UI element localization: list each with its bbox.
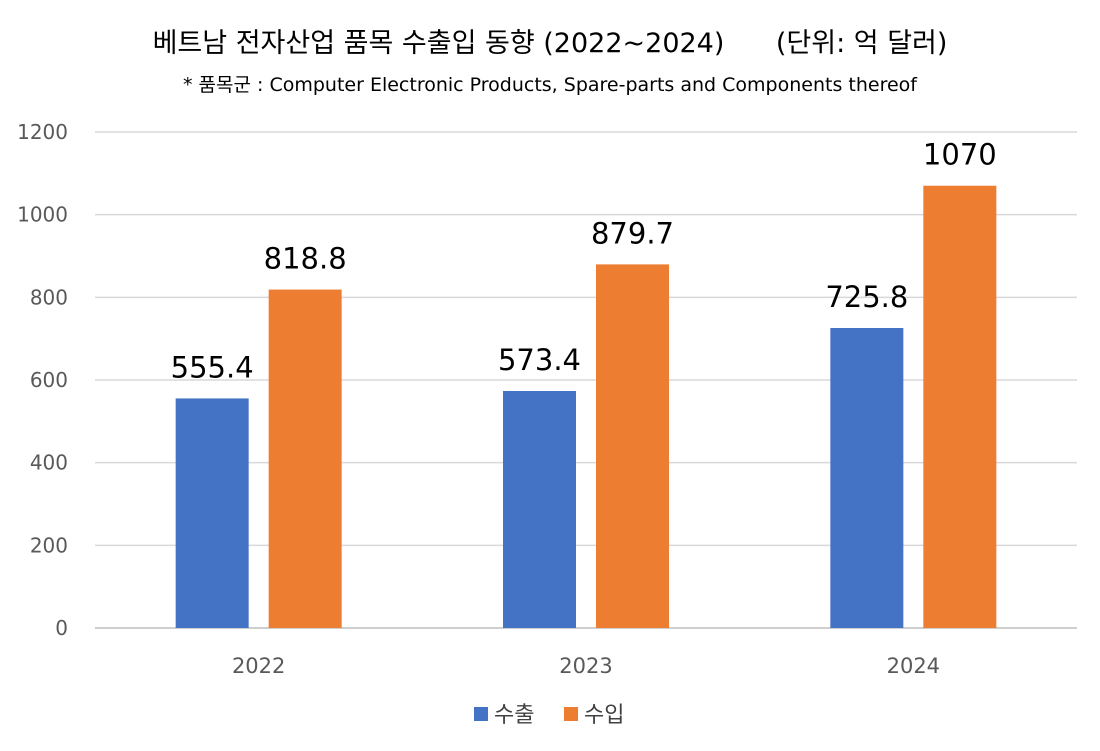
bar-수출-2024 (830, 328, 904, 628)
data-label: 725.8 (825, 280, 908, 314)
bar-수출-2023 (503, 390, 576, 628)
legend-swatch (564, 707, 578, 721)
bar-수입-2022 (268, 289, 342, 628)
data-label: 573.4 (498, 343, 581, 377)
legend: 수출 수입 (474, 703, 624, 728)
x-axis-ticks: 2022 2023 2024 (232, 654, 940, 678)
data-label: 1070 (923, 138, 997, 172)
bar-수입-2023 (596, 264, 669, 628)
y-tick-label: 400 (30, 451, 68, 475)
data-label: 818.8 (264, 242, 347, 276)
x-tick-label: 2022 (232, 654, 285, 678)
x-tick-label: 2023 (559, 654, 612, 678)
y-tick-label: 200 (30, 533, 68, 557)
bars (175, 185, 997, 628)
bar-수입-2024 (923, 185, 997, 628)
data-label: 555.4 (171, 350, 254, 384)
y-tick-label: 0 (55, 616, 68, 640)
y-tick-label: 600 (30, 368, 68, 392)
x-tick-label: 2024 (887, 654, 940, 678)
data-labels: 555.4 818.8 573.4 879.7 725.8 1070 (171, 138, 997, 385)
chart-subtitle: * 품목군 : Computer Electronic Products, Sp… (183, 74, 918, 96)
y-tick-label: 1200 (17, 120, 68, 144)
bar-수출-2022 (175, 398, 249, 628)
legend-label: 수출 (494, 703, 534, 728)
y-axis-ticks: 0 200 400 600 800 1000 1200 (17, 120, 68, 640)
chart-title: 베트남 전자산업 품목 수출입 동향 (2022~2024) (단위: 억 달러… (153, 28, 948, 59)
y-tick-label: 800 (30, 285, 68, 309)
legend-swatch (474, 707, 488, 721)
y-tick-label: 1000 (17, 203, 68, 227)
legend-label: 수입 (584, 703, 624, 728)
gridlines (95, 131, 1077, 629)
data-label: 879.7 (591, 216, 674, 250)
